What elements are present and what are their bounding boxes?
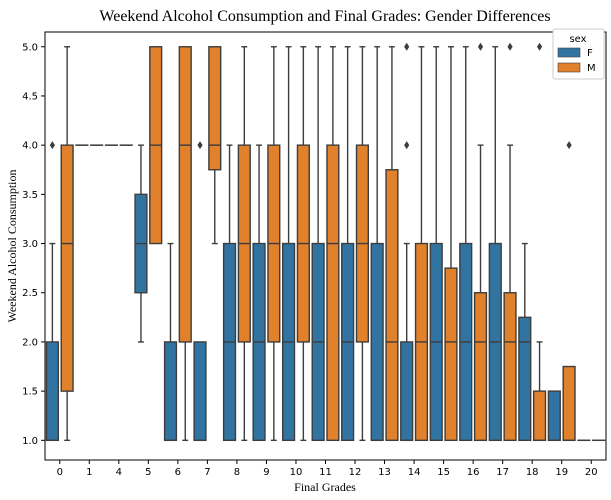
box-m-0 [60, 46, 74, 442]
box-iqr [547, 390, 561, 442]
box-iqr [60, 144, 74, 392]
y-tick-label: 2.5 [22, 288, 38, 299]
x-tick-label: 12 [349, 467, 362, 478]
y-tick-label: 1.0 [22, 436, 38, 447]
box-m-6 [178, 46, 192, 442]
x-tick-label: 15 [437, 467, 450, 478]
box-m-16 [473, 42, 488, 442]
box-f-17 [488, 46, 502, 442]
box-m-14 [414, 46, 429, 442]
x-tick-label: 4 [116, 467, 122, 478]
legend-label-m: M [587, 63, 596, 74]
box-f-0 [45, 141, 59, 442]
x-tick-label: 14 [408, 467, 421, 478]
box-m-10 [296, 46, 310, 442]
x-tick-label: 7 [204, 467, 210, 478]
box-iqr [193, 341, 207, 442]
box-m-9 [267, 46, 281, 442]
outlier-point [404, 141, 410, 150]
box-iqr [400, 341, 414, 442]
box-f-13 [370, 46, 384, 442]
box-iqr [518, 316, 532, 442]
box-m-12 [355, 46, 370, 442]
box-m-18 [532, 42, 547, 442]
box-iqr [444, 267, 458, 442]
box-f-7 [193, 141, 207, 442]
outlier-point [536, 42, 543, 51]
box-iqr [532, 390, 547, 442]
x-tick-label: 18 [526, 467, 539, 478]
x-tick-label: 9 [263, 467, 269, 478]
box-f-5 [134, 144, 148, 343]
legend-swatch-m [557, 62, 581, 73]
box-f-14 [400, 42, 414, 442]
box-iqr [385, 169, 399, 442]
box-f-16 [459, 46, 473, 442]
box-m-13 [385, 46, 399, 442]
box-plot-area [45, 42, 606, 442]
box-f-6 [163, 242, 178, 442]
x-tick-label: 11 [319, 467, 332, 478]
box-iqr [370, 242, 384, 442]
box-m-8 [237, 46, 251, 442]
y-tick-label: 1.5 [22, 387, 38, 398]
x-axis-label: Final Grades [294, 480, 356, 494]
outlier-point [507, 42, 513, 51]
y-tick-label: 4.0 [22, 141, 38, 152]
x-tick-label: 16 [467, 467, 480, 478]
box-iqr [163, 341, 178, 442]
box-iqr [473, 292, 488, 442]
box-m-5 [149, 46, 163, 245]
box-m-7 [208, 46, 222, 245]
x-tick-label: 8 [234, 467, 240, 478]
box-iqr [326, 144, 340, 442]
box-m-17 [503, 42, 517, 442]
box-m-15 [444, 46, 458, 442]
legend-title: sex [569, 34, 586, 45]
y-tick-label: 4.5 [22, 91, 38, 102]
chart-title: Weekend Alcohol Consumption and Final Gr… [99, 8, 550, 25]
box-iqr [178, 46, 192, 343]
box-f-11 [311, 46, 325, 442]
outlier-point [566, 141, 572, 150]
x-tick-label: 6 [175, 467, 181, 478]
outlier-point [197, 141, 203, 150]
x-axis: 0 1 4 5 6 7 8 9 10 11 12 13 14 15 16 17 18 19 20 [57, 460, 598, 478]
box-iqr [45, 341, 59, 442]
legend-swatch-f [557, 47, 581, 58]
box-f-10 [281, 46, 296, 442]
x-tick-label: 13 [378, 467, 391, 478]
y-tick-label: 3.0 [22, 239, 38, 250]
y-tick-label: 3.5 [22, 190, 38, 201]
box-iqr [208, 46, 222, 171]
box-f-19 [547, 390, 561, 442]
y-axis-label: Weekend Alcohol Consumption [5, 169, 19, 322]
box-m-19 [562, 141, 576, 442]
x-tick-label: 5 [145, 467, 151, 478]
outlier-point [49, 141, 55, 150]
box-f-8 [222, 144, 237, 442]
x-tick-label: 1 [86, 467, 92, 478]
x-tick-label: 20 [585, 467, 598, 478]
legend: sex F M [552, 28, 605, 80]
box-m-11 [326, 46, 340, 442]
box-f-15 [429, 46, 443, 442]
box-f-12 [341, 46, 355, 442]
box-f-9 [252, 144, 266, 442]
outlier-point [477, 42, 484, 51]
box-iqr [562, 365, 576, 442]
box-f-18 [518, 242, 532, 442]
y-tick-label: 5.0 [22, 42, 38, 53]
x-tick-label: 10 [290, 467, 303, 478]
box-iqr [503, 292, 517, 442]
x-tick-label: 0 [57, 467, 63, 478]
x-tick-label: 17 [496, 467, 509, 478]
x-tick-label: 19 [555, 467, 568, 478]
y-axis: 1.0 1.5 2.0 2.5 3.0 3.5 4.0 4.5 5.0 [22, 42, 45, 447]
legend-label-f: F [587, 48, 593, 59]
outlier-point [404, 42, 410, 51]
y-tick-label: 2.0 [22, 337, 38, 348]
